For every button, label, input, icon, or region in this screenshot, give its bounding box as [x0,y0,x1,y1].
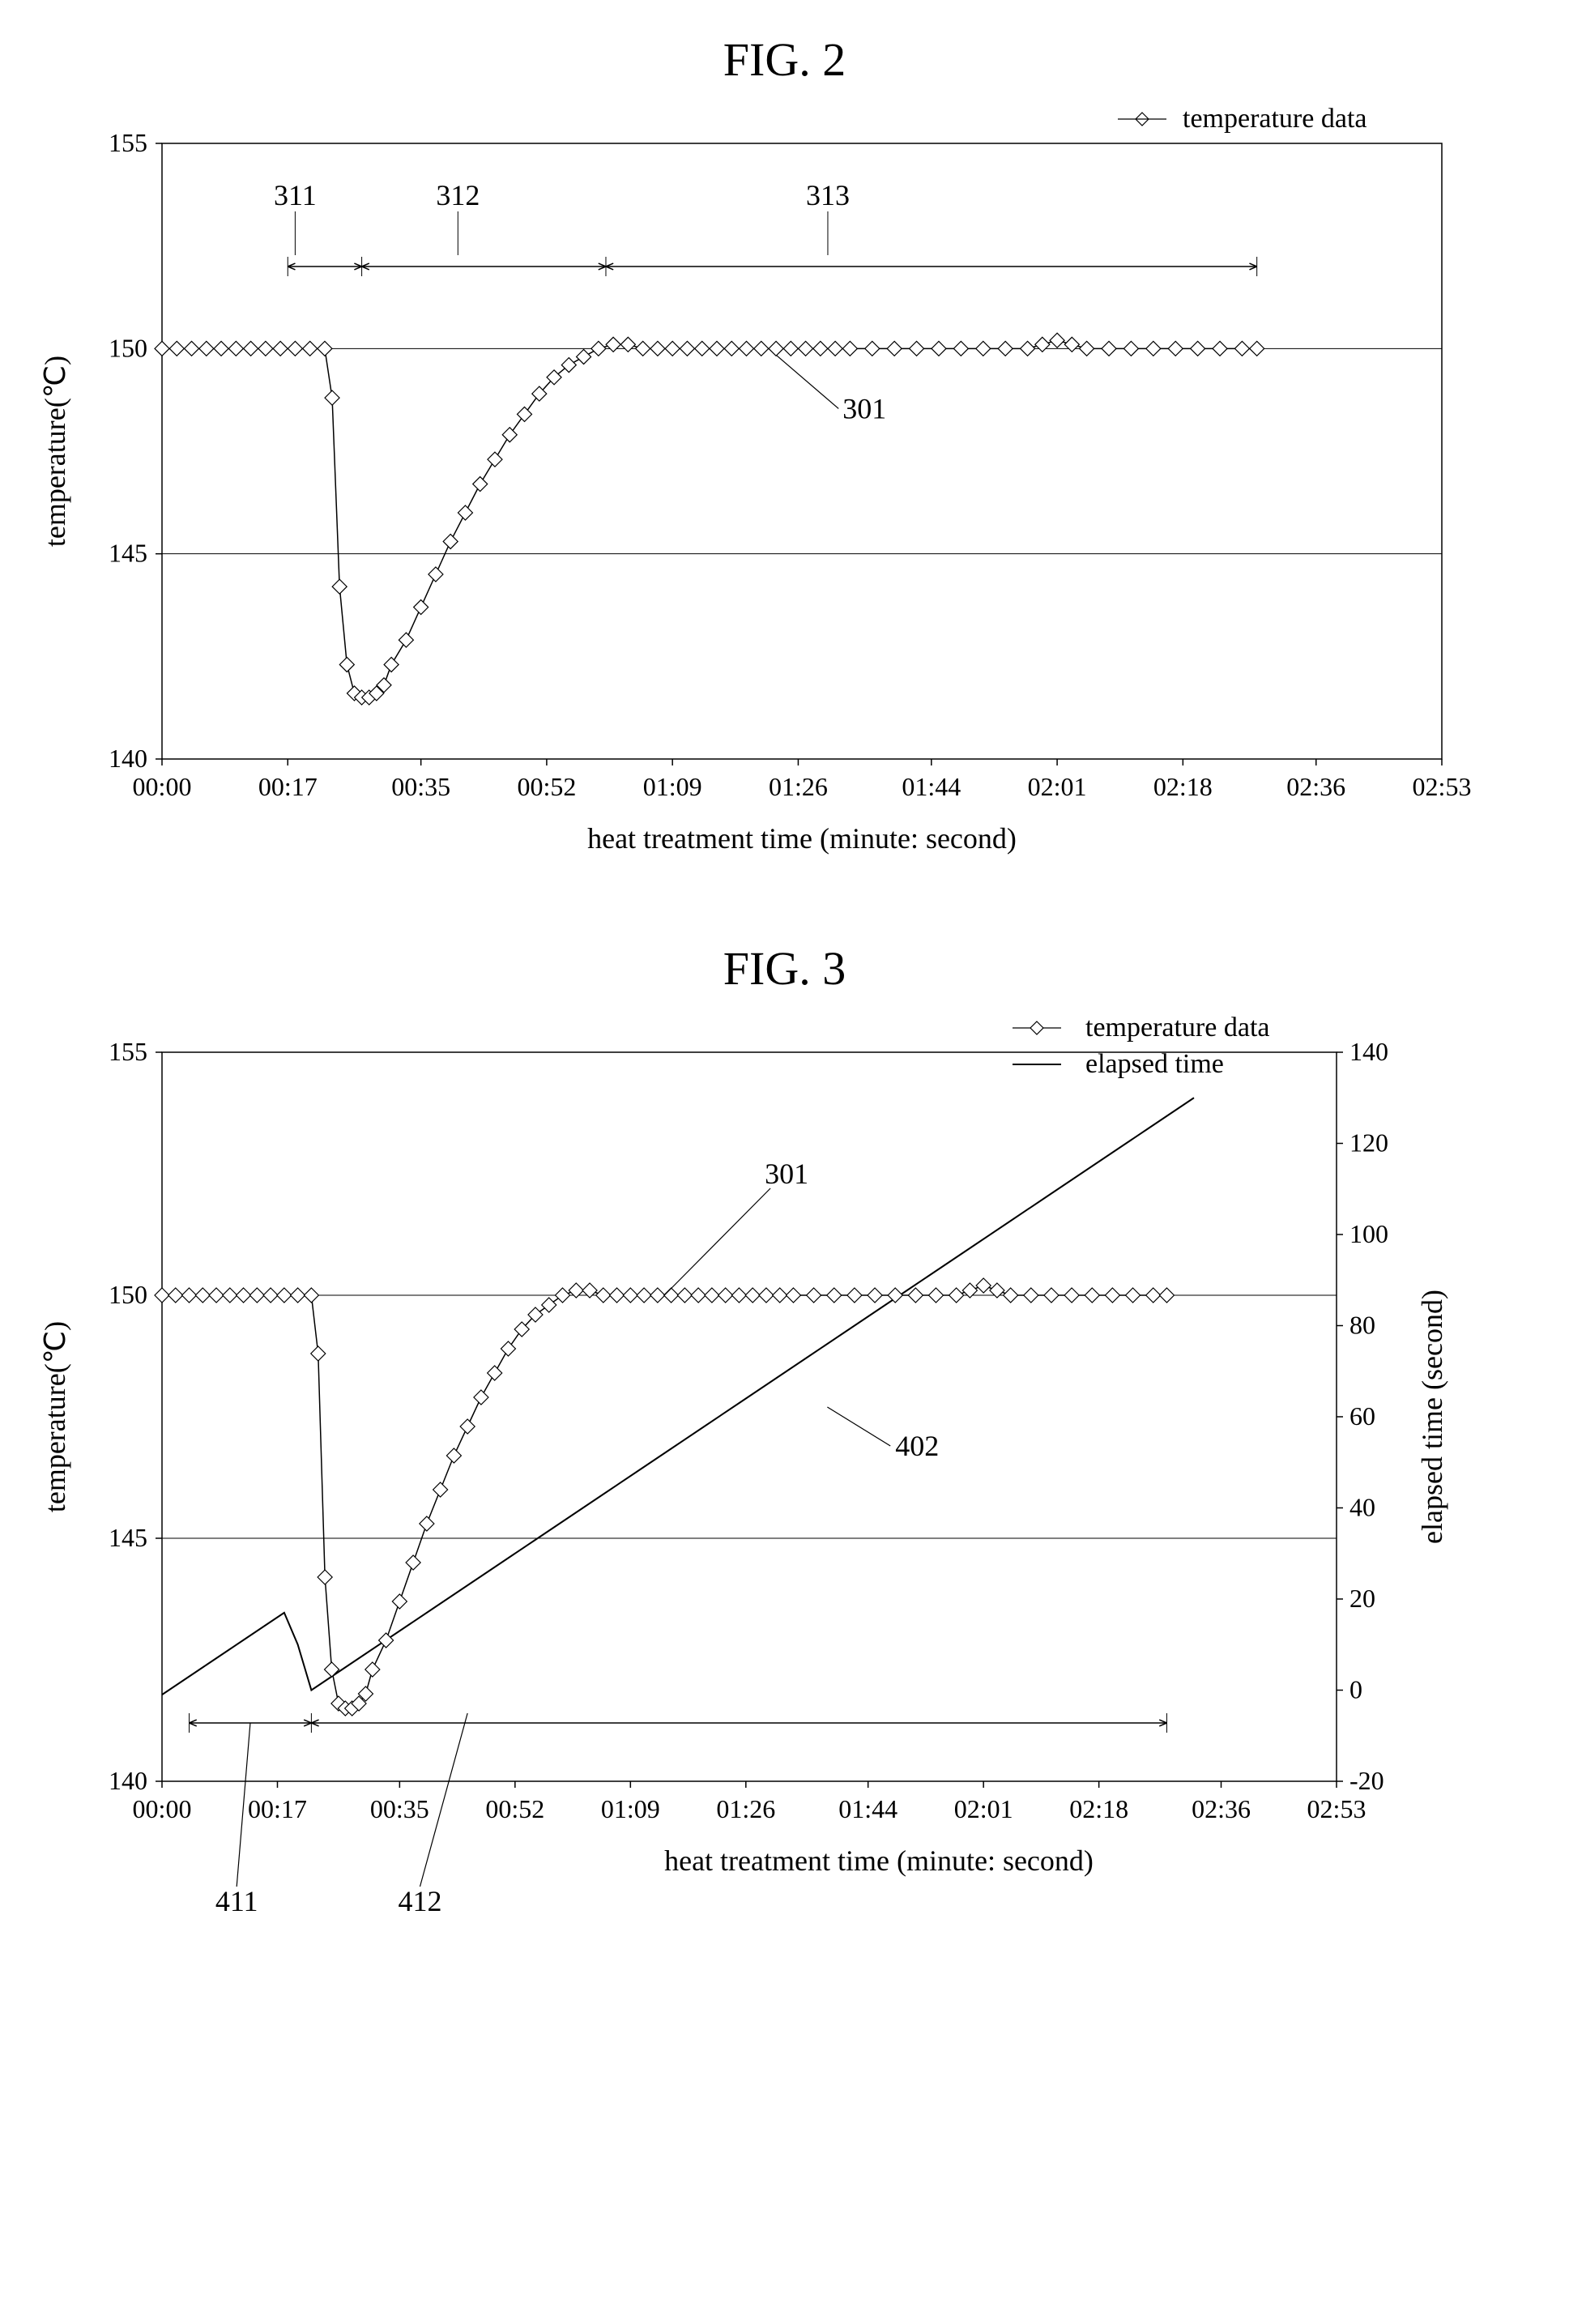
svg-text:01:26: 01:26 [769,772,828,801]
svg-text:02:53: 02:53 [1413,772,1472,801]
svg-text:140: 140 [1349,1037,1388,1066]
svg-text:02:36: 02:36 [1192,1794,1251,1823]
svg-text:0: 0 [1349,1675,1362,1704]
svg-text:40: 40 [1349,1493,1375,1522]
svg-text:155: 155 [109,128,147,157]
svg-text:140: 140 [109,744,147,773]
svg-text:402: 402 [895,1430,939,1462]
fig2-title: FIG. 2 [16,32,1553,87]
svg-text:01:09: 01:09 [643,772,702,801]
svg-text:00:35: 00:35 [370,1794,429,1823]
svg-text:02:53: 02:53 [1307,1794,1366,1823]
svg-text:145: 145 [109,539,147,568]
svg-text:02:01: 02:01 [954,1794,1013,1823]
svg-text:150: 150 [109,1280,147,1309]
svg-text:140: 140 [109,1766,147,1795]
svg-text:120: 120 [1349,1128,1388,1158]
svg-text:00:52: 00:52 [517,772,576,801]
svg-text:150: 150 [109,333,147,362]
fig3-chart: temperature data elapsed time 140 145 150 155… [16,1004,1553,2020]
svg-text:temperature data: temperature data [1085,1013,1269,1043]
svg-text:00:35: 00:35 [391,772,450,801]
svg-text:60: 60 [1349,1401,1375,1431]
svg-text:145: 145 [109,1523,147,1552]
svg-text:411: 411 [215,1885,258,1917]
svg-text:100: 100 [1349,1219,1388,1248]
svg-text:412: 412 [398,1885,441,1917]
svg-text:02:01: 02:01 [1028,772,1087,801]
svg-text:01:44: 01:44 [838,1794,897,1823]
svg-text:temperature data: temperature data [1183,104,1366,134]
fig3-title: FIG. 3 [16,941,1553,996]
svg-text:02:18: 02:18 [1069,1794,1128,1823]
svg-text:20: 20 [1349,1584,1375,1613]
svg-text:02:18: 02:18 [1153,772,1213,801]
svg-text:-20: -20 [1349,1766,1384,1795]
svg-text:00:00: 00:00 [133,1794,192,1823]
svg-text:temperature(℃): temperature(℃) [39,1321,71,1512]
svg-text:01:26: 01:26 [716,1794,775,1823]
svg-text:301: 301 [765,1158,808,1190]
svg-text:01:09: 01:09 [601,1794,660,1823]
svg-text:301: 301 [842,392,886,424]
svg-text:elapsed time: elapsed time [1085,1049,1224,1079]
svg-text:312: 312 [436,179,480,211]
svg-text:00:52: 00:52 [485,1794,544,1823]
svg-text:311: 311 [274,179,317,211]
svg-text:155: 155 [109,1037,147,1066]
svg-text:heat treatment time (minute: s: heat treatment time (minute: second) [664,1844,1094,1877]
svg-text:00:17: 00:17 [248,1794,307,1823]
svg-text:02:36: 02:36 [1286,772,1345,801]
svg-text:01:44: 01:44 [902,772,961,801]
svg-text:temperature(℃): temperature(℃) [39,356,71,547]
svg-text:heat treatment time (minute: s: heat treatment time (minute: second) [587,822,1017,855]
svg-text:00:17: 00:17 [258,772,318,801]
svg-text:elapsed time (second): elapsed time (second) [1416,1290,1448,1544]
svg-text:313: 313 [806,179,850,211]
fig2-chart: temperature data 140 145 150 155 00:00 00:17 00… [16,95,1553,909]
svg-text:00:00: 00:00 [133,772,192,801]
svg-text:80: 80 [1349,1311,1375,1340]
